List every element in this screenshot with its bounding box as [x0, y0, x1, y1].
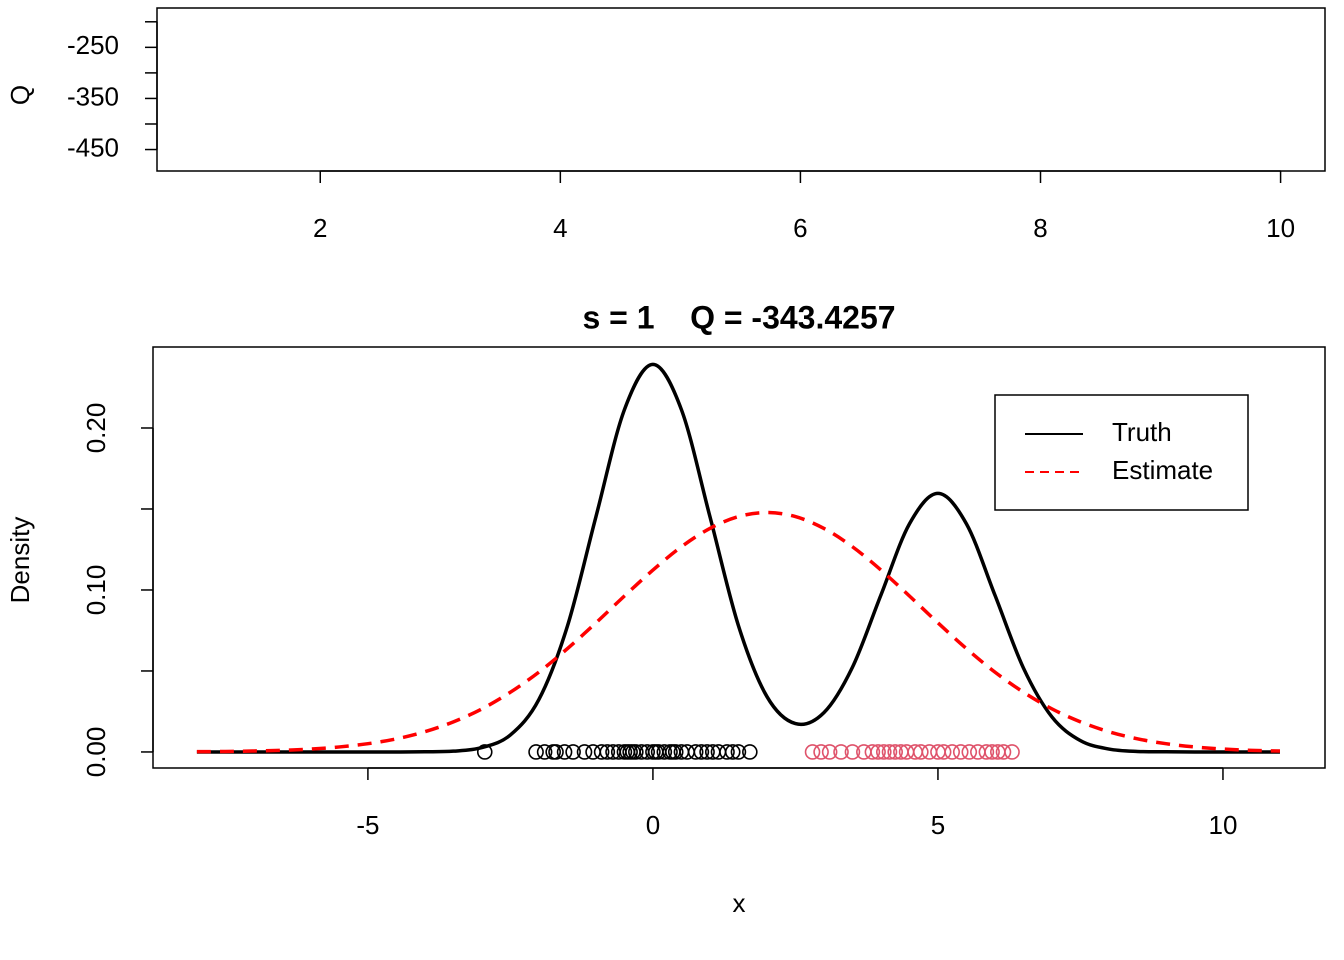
data-point	[887, 744, 903, 760]
data-point	[719, 744, 735, 760]
y-tick-label: 0.10	[81, 565, 111, 616]
data-point	[804, 744, 821, 760]
y-tick-label: -450	[67, 132, 119, 162]
chart-title: s = 1 Q = -343.4257	[582, 299, 895, 335]
data-point	[687, 744, 704, 760]
data-point	[864, 744, 881, 760]
series-line	[196, 362, 1280, 754]
data-point	[952, 744, 969, 760]
y-tick-label: 0.20	[81, 403, 111, 454]
data-point	[639, 744, 656, 760]
data-point	[881, 744, 898, 760]
data-point	[935, 744, 952, 760]
data-point	[970, 744, 986, 760]
x-tick-label: 8	[1033, 213, 1047, 243]
legend: Truth Estimate	[994, 394, 1249, 511]
data-point	[813, 744, 829, 760]
data-point	[961, 744, 978, 760]
data-point	[628, 744, 644, 760]
data-point	[667, 744, 684, 760]
data-point	[693, 744, 710, 760]
data-point	[548, 744, 564, 760]
data-point	[844, 744, 861, 760]
data-point	[984, 744, 1000, 760]
data-point	[599, 744, 616, 760]
x-tick-label: 10	[1266, 213, 1295, 243]
x-tick-label: -5	[356, 810, 379, 840]
data-point	[576, 744, 593, 760]
x-tick-label: 10	[1209, 810, 1238, 840]
data-point	[585, 744, 601, 760]
data-point	[724, 744, 741, 760]
y-tick-label: -350	[67, 81, 119, 111]
y-axis-label: Density	[5, 517, 35, 604]
x-tick-label: 4	[553, 213, 567, 243]
data-point	[821, 744, 838, 760]
y-axis-label: Q	[5, 85, 35, 105]
data-point	[833, 744, 849, 760]
x-tick-label: 5	[931, 810, 945, 840]
data-point	[536, 744, 553, 760]
data-point	[656, 744, 673, 760]
x-tick-label: 6	[793, 213, 807, 243]
x-tick-label: 2	[313, 213, 327, 243]
data-point	[944, 744, 960, 760]
data-point	[742, 744, 758, 760]
x-tick-label: 0	[646, 810, 660, 840]
plot-frame	[156, 7, 1326, 172]
data-point	[699, 744, 715, 760]
data-point	[1004, 744, 1020, 760]
series-line	[196, 510, 1281, 754]
legend-frame	[994, 394, 1249, 511]
legend-label: Estimate	[1112, 455, 1213, 485]
data-point	[556, 744, 573, 760]
data-point	[528, 744, 544, 760]
data-point	[913, 744, 929, 760]
data-point	[565, 744, 581, 760]
data-point	[870, 744, 886, 760]
legend-label: Truth	[1112, 417, 1172, 447]
x-axis-label: x	[733, 888, 746, 918]
data-point	[476, 744, 493, 760]
data-point	[921, 744, 938, 760]
y-tick-label: -250	[67, 30, 119, 60]
data-point	[995, 744, 1012, 760]
data-point	[730, 744, 747, 760]
y-tick-label: 0.00	[81, 727, 111, 778]
data-point	[978, 744, 995, 760]
data-point	[593, 744, 610, 760]
data-point	[875, 744, 892, 760]
